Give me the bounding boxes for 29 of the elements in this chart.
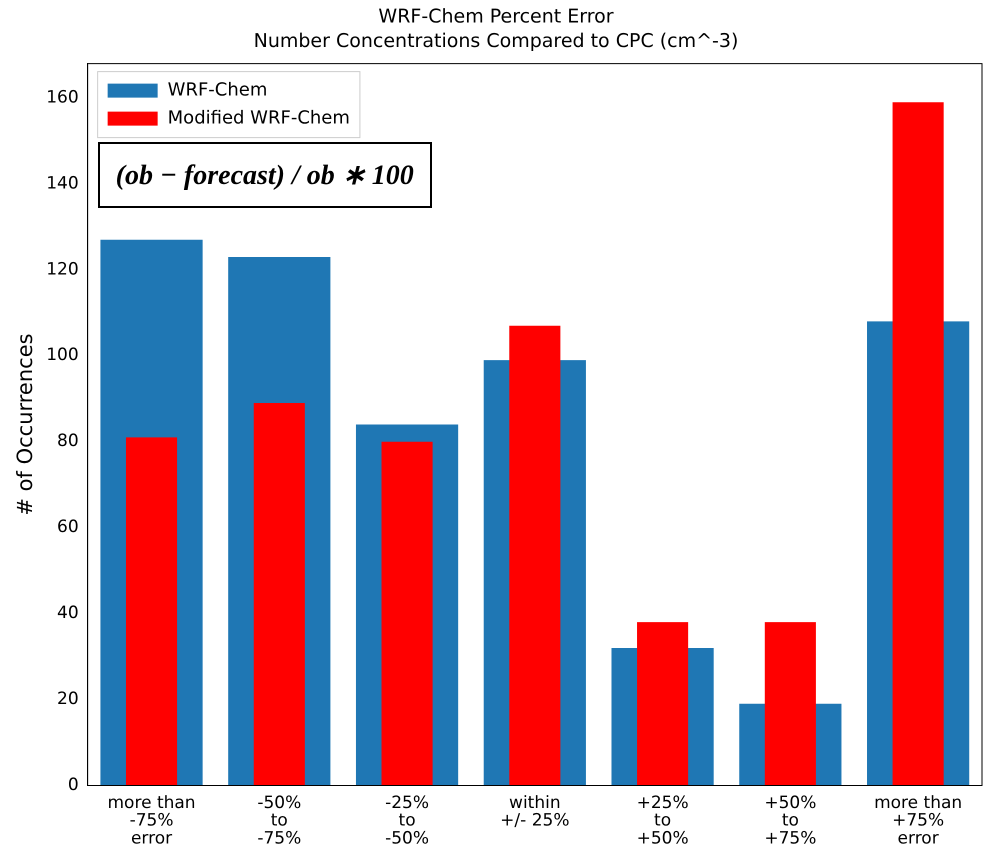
x-tick-label: more than -75% error [107, 792, 196, 848]
x-tick-label: within +/- 25% [500, 792, 570, 831]
bar [892, 102, 944, 786]
bar [126, 437, 178, 786]
y-tick-label: 20 [57, 688, 79, 709]
y-tick-label: 160 [46, 87, 79, 108]
y-tick-label: 60 [57, 517, 79, 538]
x-tick-label: -50% to -75% [257, 792, 302, 848]
y-tick-label: 40 [57, 603, 79, 624]
x-tick-label: more than +75% error [874, 792, 962, 848]
bar [382, 442, 433, 786]
y-tick-label: 0 [68, 774, 79, 795]
legend-label: Modified WRF-Chem [168, 107, 350, 128]
x-tick-label: -25% to -50% [385, 792, 430, 848]
x-tick-label: +25% to +50% [636, 792, 689, 848]
bar [637, 622, 688, 786]
y-tick-label: 140 [46, 173, 79, 194]
annotation: (ob − forecast) / ob ∗ 100 [98, 142, 432, 208]
bar [254, 403, 305, 786]
chart-title: WRF-Chem Percent Error [378, 5, 614, 28]
x-tick-label: +50% to +75% [764, 792, 816, 848]
y-tick-label: 120 [46, 259, 79, 280]
legend-label: WRF-Chem [168, 79, 268, 100]
bar [764, 622, 816, 786]
y-tick-label: 100 [46, 345, 79, 366]
y-tick-label: 80 [57, 431, 79, 452]
y-axis-title: # of Occurrences [13, 333, 38, 516]
bar [509, 326, 560, 786]
chart-subtitle: Number Concentrations Compared to CPC (cm^-3) [254, 30, 738, 52]
